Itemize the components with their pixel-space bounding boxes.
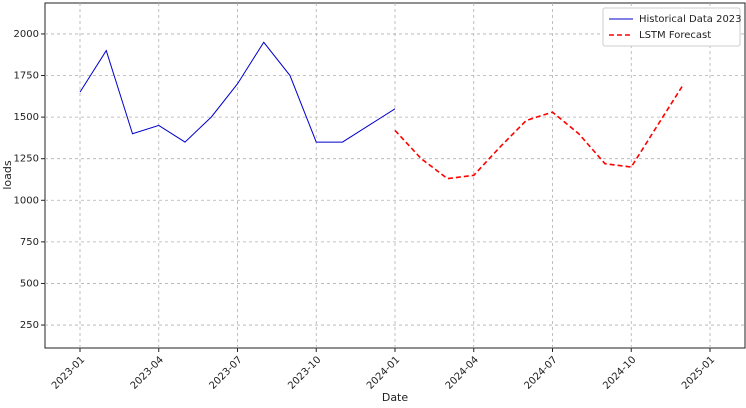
y-tick-label: 1750 <box>14 71 39 82</box>
y-tick-label: 1000 <box>14 195 39 206</box>
y-tick-label: 500 <box>20 278 39 289</box>
x-tick-label: 2023-10 <box>286 354 323 391</box>
legend-box <box>602 7 741 47</box>
legend-label: Historical Data 2023 <box>639 14 742 25</box>
plot-frame <box>44 2 746 349</box>
x-tick-label: 2023-07 <box>207 354 244 391</box>
y-tick-label: 1250 <box>14 154 39 165</box>
y-tick-label: 1500 <box>14 112 39 123</box>
y-tick-label: 2000 <box>14 29 39 40</box>
x-tick-label: 2024-07 <box>522 354 559 391</box>
legend-label: LSTM Forecast <box>639 30 711 41</box>
series-line <box>394 83 685 180</box>
x-tick-label: 2024-04 <box>444 354 481 391</box>
x-tick-label: 2024-01 <box>365 354 402 391</box>
x-tick-label: 2023-01 <box>50 354 87 391</box>
y-axis-label: loads <box>1 160 14 190</box>
y-tick-label: 250 <box>20 320 39 331</box>
x-axis-label: Date <box>382 391 409 404</box>
x-tick-label: 2024-10 <box>601 354 638 391</box>
x-tick-label: 2025-01 <box>680 354 717 391</box>
y-tick-label: 750 <box>20 237 39 248</box>
series-line <box>79 41 396 143</box>
x-tick-label: 2023-04 <box>129 354 166 391</box>
